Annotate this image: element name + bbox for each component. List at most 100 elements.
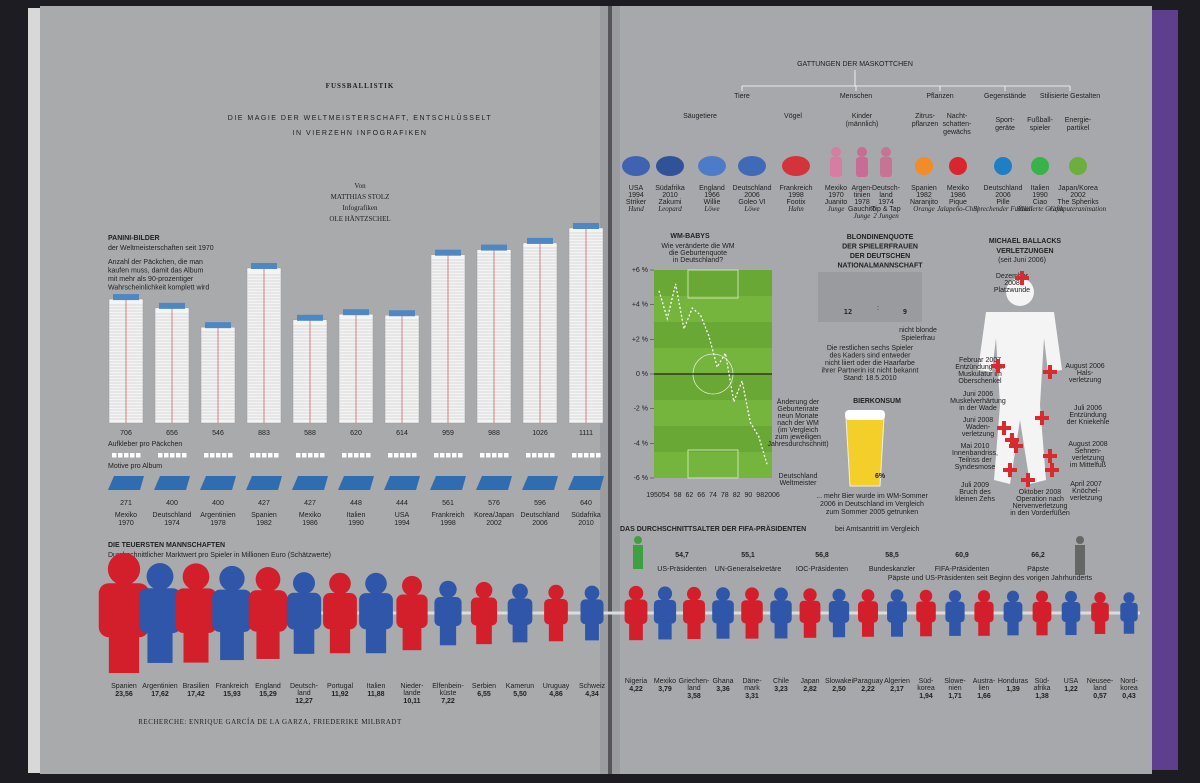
team-value: 1,22 xyxy=(1064,686,1078,693)
figure-legs xyxy=(891,620,903,637)
figure-legs xyxy=(402,624,422,651)
figure-body xyxy=(396,594,428,629)
mascot-icon xyxy=(738,156,766,176)
team-value: 2,22 xyxy=(861,686,875,693)
figure-head xyxy=(402,575,422,596)
figure-legs xyxy=(920,620,932,637)
team-name: Honduras xyxy=(998,678,1029,685)
tournament-year: 1982 xyxy=(256,520,272,527)
album xyxy=(384,476,420,490)
mascot-place: Mexiko xyxy=(947,185,969,192)
note: Änderung der xyxy=(777,398,820,406)
team-value: 3,31 xyxy=(745,693,759,700)
figure-body xyxy=(799,600,821,624)
mascot-year: 1998 xyxy=(788,192,804,199)
mascot-kind: Stilisierte Grafik xyxy=(1017,205,1065,213)
x-tick-label: 98 xyxy=(756,492,764,499)
sticker xyxy=(480,453,485,458)
x-tick-label: 58 xyxy=(674,492,682,499)
sticker xyxy=(112,453,117,458)
figure-legs xyxy=(108,631,140,674)
sticker xyxy=(388,453,393,458)
question: in Deutschland? xyxy=(673,257,723,264)
tournament: Spanien xyxy=(251,512,277,519)
pack-stack xyxy=(154,302,190,424)
figure-head xyxy=(255,567,281,592)
team-figure xyxy=(175,563,217,663)
sticker xyxy=(216,453,221,458)
mascot-name: Ciao xyxy=(1033,199,1048,206)
sticker xyxy=(394,453,399,458)
team-name: Süd- xyxy=(1035,678,1050,685)
figure-legs xyxy=(1094,619,1106,634)
head xyxy=(1006,278,1034,306)
figure-legs xyxy=(1065,619,1077,636)
team-name: Kamerun xyxy=(506,683,535,690)
sticker xyxy=(296,453,301,458)
team-figure xyxy=(434,580,462,646)
subtitle: IN VIERZEHN INFOGRAFIKEN xyxy=(293,130,428,137)
beer-foam xyxy=(845,410,885,420)
mascot-icon xyxy=(622,156,650,176)
sticker xyxy=(256,453,261,458)
mascot-icon xyxy=(830,157,842,177)
team-figure xyxy=(974,590,994,636)
team-value: 1,66 xyxy=(977,693,991,700)
sticker xyxy=(348,453,353,458)
team-figure xyxy=(580,585,604,641)
album xyxy=(246,476,282,490)
mascot-place: land xyxy=(879,192,892,199)
label: Motive pro Album xyxy=(108,463,162,470)
subgroup-label: gewächs xyxy=(943,129,971,136)
team-name: nien xyxy=(948,685,961,692)
figure-head xyxy=(439,580,457,599)
sticker xyxy=(400,453,405,458)
figure-body xyxy=(470,597,498,626)
note: neun Monate xyxy=(778,413,819,420)
figure-legs xyxy=(1036,619,1048,636)
group-label: Tiere xyxy=(734,93,750,100)
figure-legs xyxy=(978,619,990,636)
pack-top xyxy=(435,249,461,256)
team-figure xyxy=(1003,590,1023,636)
injury-date: Juni 2008 xyxy=(963,417,993,424)
mascot-name: The Spheriks xyxy=(1057,199,1099,206)
tournament-year: 1986 xyxy=(302,520,318,527)
note: Wahrscheinlichkeit komplett wird xyxy=(108,285,209,292)
pack-stack xyxy=(476,244,512,424)
sticker xyxy=(544,453,549,458)
sticker xyxy=(170,453,175,458)
team-figure xyxy=(916,589,936,637)
sticker xyxy=(210,453,215,458)
team-name: Serbien xyxy=(472,683,496,690)
injury-text: Operation nach xyxy=(1016,496,1064,503)
figure-body xyxy=(139,588,181,634)
figure-body xyxy=(828,600,850,623)
team-figure xyxy=(712,587,734,639)
injury-text: Platzwunde xyxy=(994,287,1030,294)
note: (im Vergleich xyxy=(778,427,819,434)
section-heading: DER SPIELERFRAUEN xyxy=(842,244,918,251)
team-figure xyxy=(544,584,568,642)
note: 2006 in Deutschland im Vergleich xyxy=(820,501,924,508)
tournament-year: 2006 xyxy=(532,520,548,527)
tournament-year: 1994 xyxy=(394,520,410,527)
age-label: Bundeskanzler xyxy=(869,566,916,573)
motif-count: 596 xyxy=(534,500,546,507)
team-figure xyxy=(212,565,252,661)
scoreboard xyxy=(818,272,922,322)
team-name: Schweiz xyxy=(579,683,606,690)
team-figure xyxy=(653,586,677,640)
figure-legs xyxy=(745,620,759,639)
cover-edge xyxy=(1148,10,1178,770)
sticker xyxy=(458,453,463,458)
sticker xyxy=(302,453,307,458)
silhouette xyxy=(978,278,1062,484)
mascot-place: Südafrika xyxy=(655,185,685,192)
injury-date: Oktober 2008 xyxy=(1019,489,1062,496)
sticker xyxy=(446,453,451,458)
pack-stack xyxy=(292,314,328,424)
team-name: Portugal xyxy=(327,683,354,690)
figure-body xyxy=(212,589,252,633)
pitch-stripe xyxy=(654,426,772,452)
